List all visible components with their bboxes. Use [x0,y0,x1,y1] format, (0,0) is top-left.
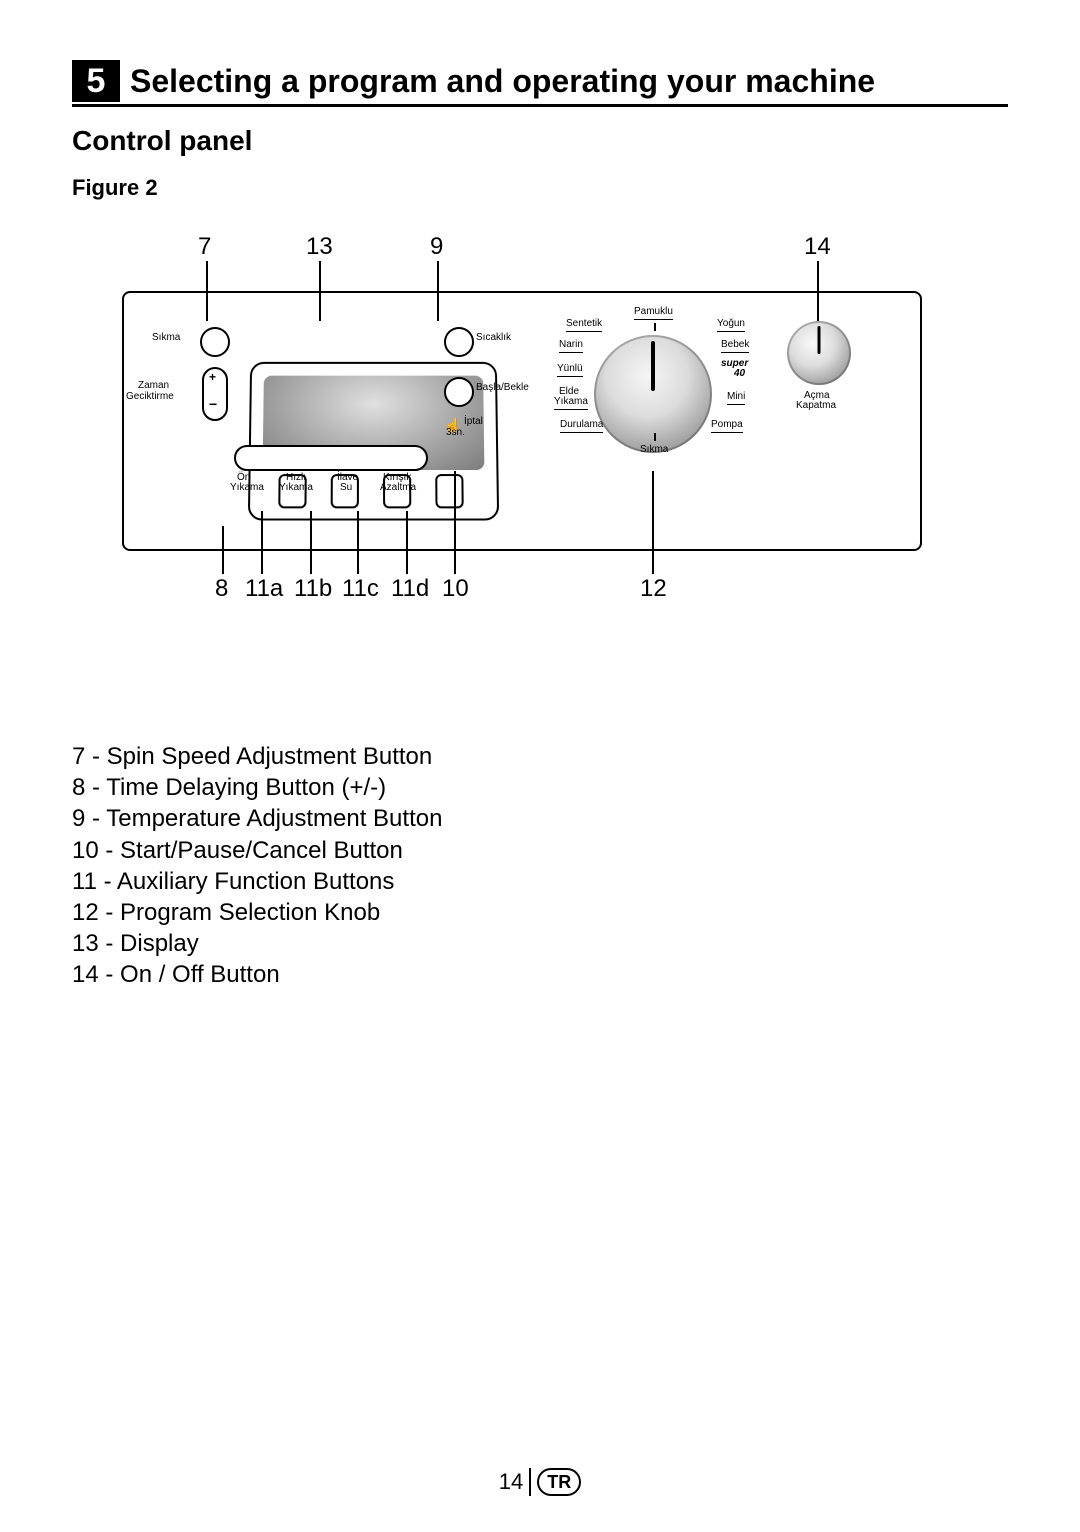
callout-12: 12 [640,575,667,603]
callout-8: 8 [215,575,228,603]
aux-ilave-2: Su [340,483,352,494]
prog-sentetik: Sentetik [566,319,602,332]
chapter-number: 5 [87,62,106,101]
label-iptal-2: 3sn. [446,428,465,439]
leader-11a [261,511,263,574]
callout-11b: 11b [294,575,332,603]
aux-onyikama-2: Yıkama [230,483,264,494]
callout-14: 14 [804,233,831,261]
legend-list: 7 - Spin Speed Adjustment Button 8 - Tim… [72,741,1008,991]
callout-13: 13 [306,233,333,261]
leader-11d [406,511,408,574]
on-off-button[interactable] [787,321,851,385]
plus-label: + [209,371,216,384]
minus-label: − [209,397,217,412]
callout-7: 7 [198,233,211,261]
leader-12 [652,471,654,574]
prog-narin: Narin [559,340,583,353]
prog-yunlu: Yünlü [557,364,583,377]
leader-10 [454,471,456,574]
legend-item: 8 - Time Delaying Button (+/-) [72,772,1008,803]
tick-bottom [654,433,656,441]
leader-8 [222,526,224,574]
legend-item: 14 - On / Off Button [72,959,1008,990]
aux-buttons-bar[interactable] [234,445,428,471]
callout-11c: 11c [342,575,379,603]
legend-item: 10 - Start/Pause/Cancel Button [72,835,1008,866]
aux-kirisik-2: Azaltma [380,483,416,494]
callout-10: 10 [442,575,469,603]
control-panel-box: Sıkma + − Zaman Geciktirme Sıcaklık Başl… [122,291,922,551]
tr-badge: TR [537,1468,581,1496]
section-title: Control panel [72,125,1008,157]
leader-11c [357,511,359,574]
prog-mini: Mini [727,392,745,405]
prog-sikma: Sıkma [640,445,668,456]
page-footer: 14 TR [0,1468,1080,1496]
control-panel-figure: 7 13 9 14 Sıkma + − Zaman Geciktirme [102,241,922,701]
tick-top [654,323,656,331]
prog-super40-2: 40 [734,369,745,380]
label-zaman-2: Geciktirme [126,392,174,403]
label-spin: Sıkma [152,333,180,344]
temperature-button[interactable] [444,327,474,357]
aux-hizli-2: Yıkama [279,483,313,494]
prog-pompa: Pompa [711,420,743,433]
legend-item: 9 - Temperature Adjustment Button [72,803,1008,834]
prog-yogun: Yoğun [717,319,745,332]
prog-elde-2: Yıkama [554,397,588,410]
footer-separator [529,1468,531,1496]
prog-pamuklu: Pamuklu [634,307,673,320]
label-zaman-1: Zaman [138,381,169,392]
label-temp: Sıcaklık [476,333,511,344]
legend-item: 12 - Program Selection Knob [72,897,1008,928]
page-number: 14 [499,1469,523,1495]
label-start: Başla/Bekle [476,383,529,394]
chapter-header: 5 Selecting a program and operating your… [72,60,1008,107]
callout-9: 9 [430,233,443,261]
program-knob[interactable] [594,335,712,453]
legend-item: 11 - Auxiliary Function Buttons [72,866,1008,897]
label-iptal-1: İptal [464,417,483,428]
figure-label: Figure 2 [72,175,1008,201]
display-badge-4 [435,474,463,508]
leader-11b [310,511,312,574]
legend-item: 13 - Display [72,928,1008,959]
callout-11a: 11a [245,575,283,603]
callout-11d: 11d [391,575,429,603]
spin-speed-button[interactable] [200,327,230,357]
onoff-2: Kapatma [796,401,836,412]
prog-bebek: Bebek [721,340,749,353]
chapter-title: Selecting a program and operating your m… [130,63,875,100]
start-pause-button[interactable] [444,377,474,407]
prog-durulama: Durulama [560,420,603,433]
chapter-number-box: 5 [72,60,120,102]
legend-item: 7 - Spin Speed Adjustment Button [72,741,1008,772]
